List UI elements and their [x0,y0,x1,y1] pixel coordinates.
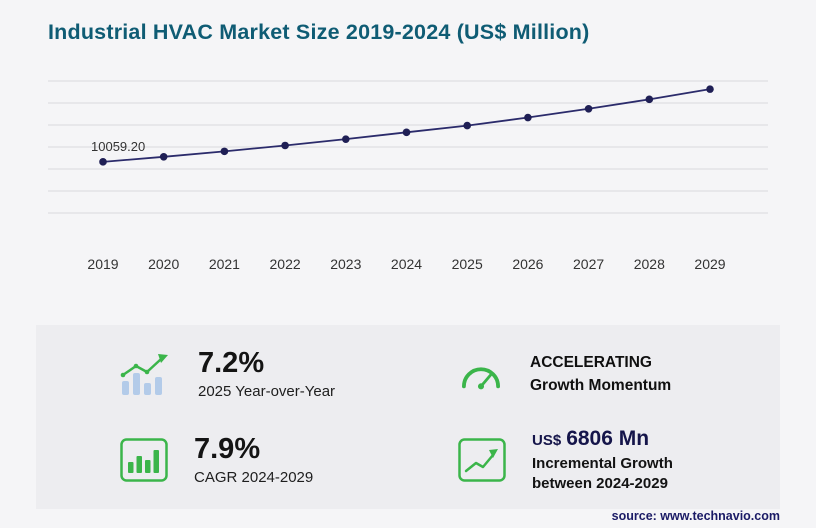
svg-text:2021: 2021 [209,256,240,272]
incremental-currency: US$ [532,431,562,449]
stat-incremental-text: US$ 6806 Mn Incremental Growth between 20… [532,427,714,494]
growth-arrow-box-icon [458,438,506,482]
svg-text:2026: 2026 [512,256,543,272]
line-chart-svg: 10059.20 2019 2020 2021 2022 2023 2024 2025 2026… [48,80,768,272]
stats-panel: 7.2% 2025 Year-over-Year ACCELERATING Gr… [36,325,780,509]
incremental-label: Incremental Growth between 2024-2029 [532,454,673,492]
bar-chart-box-icon [120,438,168,482]
bar-chart-growth-icon [120,354,168,395]
incremental-value-row: US$ 6806 Mn [532,427,714,451]
source-attribution: source: www.technavio.com [611,509,780,523]
svg-text:2020: 2020 [148,256,179,272]
svg-text:2019: 2019 [87,256,118,272]
market-size-line-chart: 10059.20 2019 2020 2021 2022 2023 2024 2025 2026… [48,69,768,279]
incremental-value: 6806 Mn [566,426,650,450]
svg-text:2027: 2027 [573,256,604,272]
svg-text:2025: 2025 [452,256,483,272]
stat-cagr: 7.9% CAGR 2024-2029 [36,417,408,503]
cagr-value: 7.9% [194,432,261,465]
stat-momentum: ACCELERATING Growth Momentum [408,331,780,417]
svg-text:2023: 2023 [330,256,361,272]
stat-incremental-growth: US$ 6806 Mn Incremental Growth between 20… [408,417,780,503]
stat-yoy: 7.2% 2025 Year-over-Year [36,331,408,417]
yoy-label: 2025 Year-over-Year [198,383,336,401]
momentum-label: Growth Momentum [530,377,672,394]
svg-text:10059.20: 10059.20 [91,139,145,154]
cagr-label: CAGR 2024-2029 [194,469,314,487]
momentum-value: ACCELERATING [530,353,652,371]
svg-text:2029: 2029 [694,256,725,272]
stat-momentum-text: ACCELERATING Growth Momentum [530,351,671,398]
stat-cagr-text: 7.9% CAGR 2024-2029 [194,432,314,487]
stat-yoy-text: 7.2% 2025 Year-over-Year [198,346,336,401]
speedometer-icon [462,367,500,390]
svg-text:2024: 2024 [391,256,422,272]
yoy-value: 7.2% [198,346,265,379]
svg-text:2028: 2028 [634,256,665,272]
svg-text:2022: 2022 [270,256,301,272]
chart-title: Industrial HVAC Market Size 2019-2024 (U… [48,20,590,44]
